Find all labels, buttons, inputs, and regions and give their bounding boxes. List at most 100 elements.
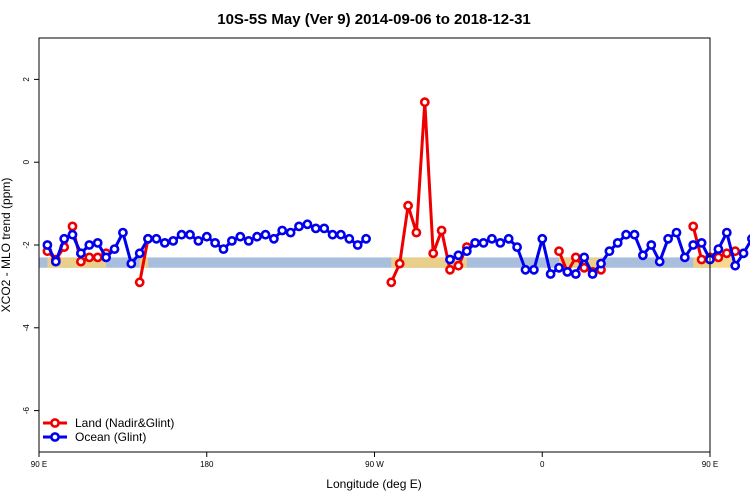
data-point — [638, 250, 648, 261]
data-point — [344, 233, 355, 244]
data-point — [688, 221, 699, 232]
legend-swatch-marker — [50, 432, 60, 442]
data-point — [646, 240, 657, 250]
data-point — [277, 225, 288, 236]
data-point — [201, 231, 212, 242]
data-point — [478, 237, 489, 248]
data-point — [520, 264, 531, 275]
data-point — [570, 252, 581, 263]
data-point — [545, 269, 556, 279]
data-point — [587, 269, 598, 279]
data-point — [42, 240, 53, 250]
data-point — [109, 244, 120, 254]
x-tick-label: 0 — [540, 460, 545, 469]
x-tick-label: 90 W — [365, 460, 384, 469]
data-point — [713, 252, 724, 263]
data-point — [285, 227, 296, 238]
data-point — [193, 235, 204, 246]
series-line-segment — [138, 238, 150, 283]
data-point — [159, 237, 170, 248]
data-point — [579, 252, 590, 263]
data-point — [738, 248, 749, 259]
data-point — [59, 233, 70, 244]
legend-entry-label: Ocean (Glint) — [75, 430, 146, 444]
data-point — [445, 254, 455, 265]
plot-frame — [38, 37, 711, 453]
legend-swatch-marker — [50, 418, 60, 428]
data-point — [394, 258, 405, 269]
data-point — [596, 258, 606, 269]
data-point — [76, 256, 86, 267]
data-point — [537, 233, 548, 244]
y-tick-label: -2 — [22, 241, 31, 249]
data-point — [319, 223, 330, 234]
data-point — [512, 242, 522, 252]
data-point — [260, 229, 271, 240]
data-point — [612, 237, 623, 248]
data-point — [470, 237, 480, 248]
y-tick-label: 0 — [22, 159, 31, 164]
data-point — [84, 252, 95, 263]
data-point — [419, 97, 430, 108]
data-point — [403, 200, 413, 211]
data-point — [696, 237, 707, 248]
data-point — [386, 277, 397, 288]
data-point — [654, 256, 665, 267]
y-tick-label: -4 — [22, 324, 31, 332]
data-point — [436, 225, 447, 236]
x-axis-label: Longitude (deg E) — [326, 477, 421, 491]
data-point — [118, 227, 128, 238]
data-point — [84, 240, 95, 250]
data-point — [302, 219, 313, 230]
series-layer — [42, 97, 750, 288]
land-band-segment — [391, 257, 467, 268]
data-point — [327, 229, 338, 240]
data-point — [50, 256, 61, 267]
data-point — [76, 248, 86, 259]
reference-band — [39, 257, 710, 268]
data-point — [235, 231, 246, 242]
data-point — [495, 237, 506, 248]
data-point — [310, 223, 321, 234]
data-point — [713, 244, 724, 254]
data-point — [335, 229, 346, 240]
legend-entry-label: Land (Nadir&Glint) — [75, 416, 174, 430]
data-point — [554, 262, 564, 273]
data-point — [151, 233, 162, 244]
data-point — [503, 233, 514, 244]
data-point — [428, 248, 439, 259]
data-point — [352, 240, 363, 250]
data-point — [126, 258, 137, 269]
data-point — [679, 252, 690, 263]
data-point — [252, 231, 262, 242]
data-point — [529, 264, 539, 275]
data-point — [134, 248, 145, 259]
data-point — [92, 237, 103, 248]
data-point — [671, 227, 682, 238]
data-point — [554, 246, 564, 257]
data-point — [696, 254, 707, 265]
data-point — [101, 252, 111, 263]
data-point — [486, 233, 497, 244]
data-point — [721, 227, 732, 238]
data-point — [688, 240, 699, 250]
data-point — [268, 233, 279, 244]
data-point — [570, 269, 581, 279]
data-point — [143, 233, 153, 244]
data-point — [210, 237, 220, 248]
data-point — [134, 277, 145, 288]
chart-title: 10S-5S May (Ver 9) 2014-09-06 to 2018-12… — [217, 11, 531, 28]
data-point — [176, 229, 187, 240]
land-band-segment — [693, 257, 736, 268]
data-point — [562, 266, 573, 277]
data-point — [361, 233, 371, 244]
data-point — [629, 229, 640, 240]
data-point — [461, 246, 472, 257]
data-point — [453, 260, 464, 271]
y-tick-label: -6 — [22, 406, 31, 414]
data-point — [294, 221, 304, 232]
x-tick-label: 90 E — [702, 460, 718, 469]
data-point — [663, 233, 673, 244]
